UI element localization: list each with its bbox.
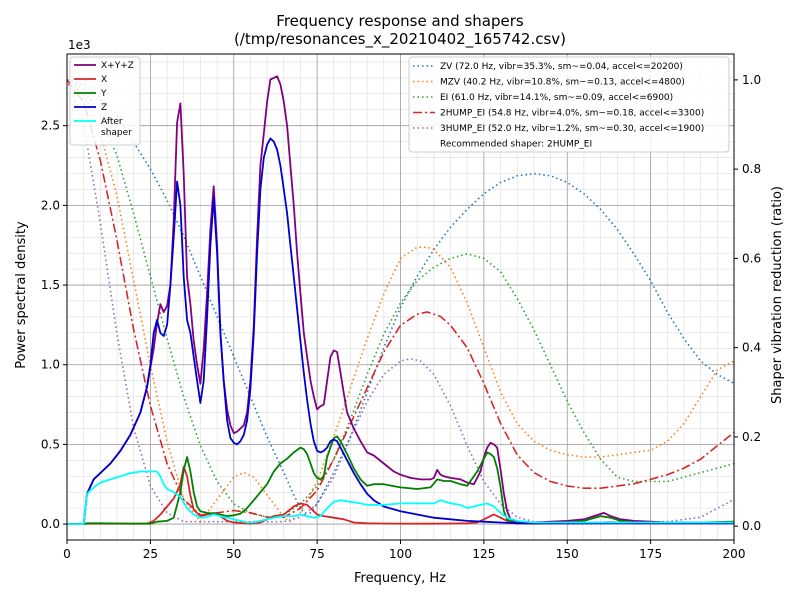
- legend-psd-label: Z: [101, 103, 107, 113]
- y2-tick-label: 0.2: [742, 430, 761, 444]
- y-tick-label: 0.0: [41, 517, 60, 531]
- y2-tick-label: 1.0: [742, 73, 761, 87]
- legend-psd-label: X: [101, 75, 107, 85]
- grid: [66, 54, 735, 541]
- y2-tick-label: 0.8: [742, 162, 761, 176]
- y-offset-label: 1e3: [68, 38, 91, 52]
- shaper-series-line: [66, 79, 735, 518]
- y2-tick-label: 0.0: [742, 519, 761, 533]
- legend-psd-label: After shaper: [101, 117, 132, 138]
- legend-shapers: ZV (72.0 Hz, vibr=35.3%, sm~=0.04, accel…: [408, 56, 730, 153]
- y2-axis-label: Shaper vibration reduction (ratio): [770, 186, 785, 404]
- legend-shaper-label: MZV (40.2 Hz, vibr=10.8%, sm~=0.13, acce…: [440, 78, 685, 88]
- x-axis-label: Frequency, Hz: [354, 571, 446, 586]
- y-tick-label: 1.0: [41, 358, 60, 372]
- x-tick-label: 200: [723, 547, 746, 561]
- psd-series-line: [67, 435, 735, 525]
- axes: 0 25 50 75 100 125 150 175 200 0.0 0.5 1.0 1.5 2.0 2.5…: [41, 53, 761, 561]
- legend-shapers-box: [408, 56, 730, 153]
- legend-shaper-label: 2HUMP_EI (54.8 Hz, vibr=4.0%, sm~=0.18, …: [440, 109, 704, 119]
- x-tick-label: 175: [639, 547, 662, 561]
- recommended-shaper-text: Recommended shaper: 2HUMP_EI: [440, 140, 592, 150]
- x-tick-label: 50: [226, 547, 241, 561]
- y2-tick-label: 0.4: [742, 341, 761, 355]
- x-tick-label: 25: [143, 547, 158, 561]
- legend-psd-label: X+Y+Z: [101, 61, 134, 71]
- legend-shaper-label: EI (61.0 Hz, vibr=14.1%, sm~=0.09, accel…: [440, 93, 673, 103]
- y-tick-label: 1.5: [41, 278, 60, 292]
- x-tick-label: 75: [309, 547, 324, 561]
- y2-tick-label: 0.6: [742, 251, 761, 265]
- legend-psd-label: Y: [100, 89, 107, 99]
- psd-series-line: [67, 470, 734, 525]
- x-tick-label: 125: [472, 547, 495, 561]
- x-tick-label: 150: [556, 547, 579, 561]
- x-tick-label: 0: [63, 547, 71, 561]
- series-layer: [66, 75, 735, 525]
- y-axis-label: Power spectral density: [14, 221, 29, 369]
- y-tick-label: 0.5: [41, 437, 60, 451]
- legend-shaper-label: ZV (72.0 Hz, vibr=35.3%, sm~=0.04, accel…: [440, 62, 683, 72]
- chart-subtitle: (/tmp/resonances_x_20210402_165742.csv): [234, 30, 566, 49]
- legend-shaper-label: 3HUMP_EI (52.0 Hz, vibr=1.2%, sm~=0.30, …: [440, 124, 704, 134]
- psd-series-line: [67, 75, 734, 525]
- legend-psd: X+Y+Z XYZ After shaper: [69, 56, 141, 146]
- chart-title: Frequency response and shapers: [276, 12, 524, 30]
- x-tick-label: 100: [389, 547, 412, 561]
- psd-series-line: [67, 137, 734, 525]
- y-tick-label: 2.5: [41, 119, 60, 133]
- y-tick-label: 2.0: [41, 198, 60, 212]
